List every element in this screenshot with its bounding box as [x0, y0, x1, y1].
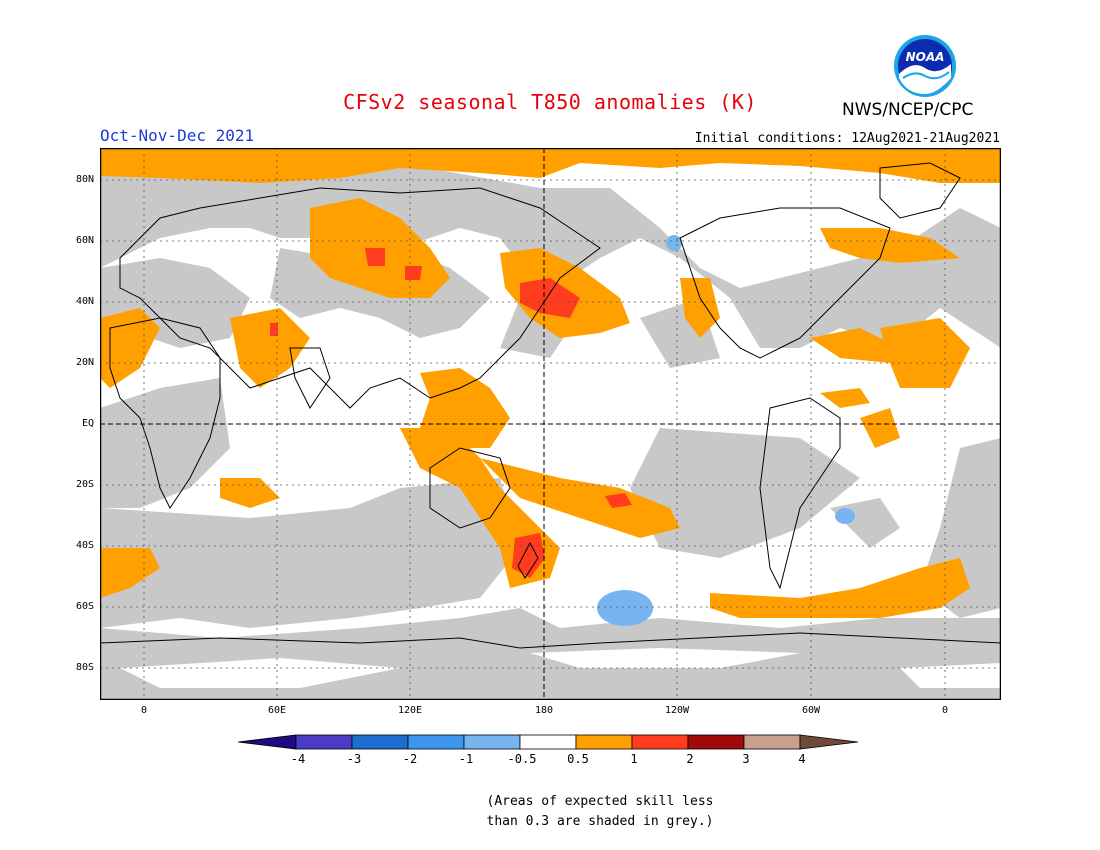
lat-label: EQ	[81, 418, 94, 429]
colorbar-segment	[351, 734, 409, 750]
colorbar-label: 2	[686, 752, 694, 766]
colorbar-segment	[575, 734, 633, 750]
colorbar-label: 3	[742, 752, 750, 766]
lon-label: 0	[140, 705, 148, 716]
antarctic-white-gaps	[120, 648, 1001, 688]
season-label: Oct-Nov-Dec 2021	[100, 126, 255, 145]
lon-label: 0	[941, 705, 949, 716]
skill-note-line: than 0.3 are shaded in grey.)	[486, 814, 714, 829]
colorbar-label: -1	[458, 752, 474, 766]
page-title: CFSv2 seasonal T850 anomalies (K)	[343, 90, 757, 114]
svg-text:NOAA: NOAA	[906, 50, 945, 64]
lon-label: 120E	[397, 705, 423, 716]
lat-label: 60N	[75, 235, 94, 246]
lon-label: 60W	[801, 705, 821, 716]
noaa-logo-icon: NOAA	[894, 35, 956, 97]
skill-note: (Areas of expected skill less than 0.3 a…	[440, 792, 760, 832]
colorbar-segment	[687, 734, 745, 750]
colorbar-label: 4	[798, 752, 806, 766]
lon-label: 60E	[267, 705, 287, 716]
coastlines	[100, 162, 1001, 649]
initial-conditions-label: Initial conditions: 12Aug2021-21Aug2021	[694, 131, 1000, 146]
colorbar-label: -0.5	[507, 752, 537, 766]
lat-label: 20N	[75, 357, 94, 368]
strong-warm-anomaly-regions	[270, 248, 632, 578]
colorbar-segment	[407, 734, 465, 750]
lat-label: 40N	[75, 296, 94, 307]
colorbar-label: 1	[630, 752, 638, 766]
map-frame	[100, 148, 1001, 700]
skill-note-line: (Areas of expected skill less	[486, 794, 714, 809]
lat-label: 40S	[75, 540, 94, 551]
colorbar-segment	[238, 734, 297, 750]
colorbar-label: -4	[290, 752, 306, 766]
agency-label: NWS/NCEP/CPC	[842, 100, 974, 120]
colorbar-segment	[799, 734, 859, 750]
lon-label: 180	[534, 705, 554, 716]
colorbar	[238, 734, 859, 750]
colorbar-segment	[295, 734, 353, 750]
colorbar-label: 0.5	[567, 752, 589, 766]
lat-label: 20S	[75, 479, 94, 490]
lat-label: 80S	[75, 662, 94, 673]
anomaly-map	[100, 148, 1001, 700]
colorbar-segment	[519, 734, 577, 750]
lat-label: 80N	[75, 174, 94, 185]
equator-dateline	[100, 148, 1001, 700]
colorbar-label: -3	[346, 752, 362, 766]
colorbar-segment	[631, 734, 689, 750]
colorbar-segment	[743, 734, 801, 750]
lon-label: 120W	[664, 705, 690, 716]
cool-anomaly-regions	[597, 235, 855, 626]
colorbar-segment	[463, 734, 521, 750]
colorbar-label: -2	[402, 752, 418, 766]
lat-label: 60S	[75, 601, 94, 612]
